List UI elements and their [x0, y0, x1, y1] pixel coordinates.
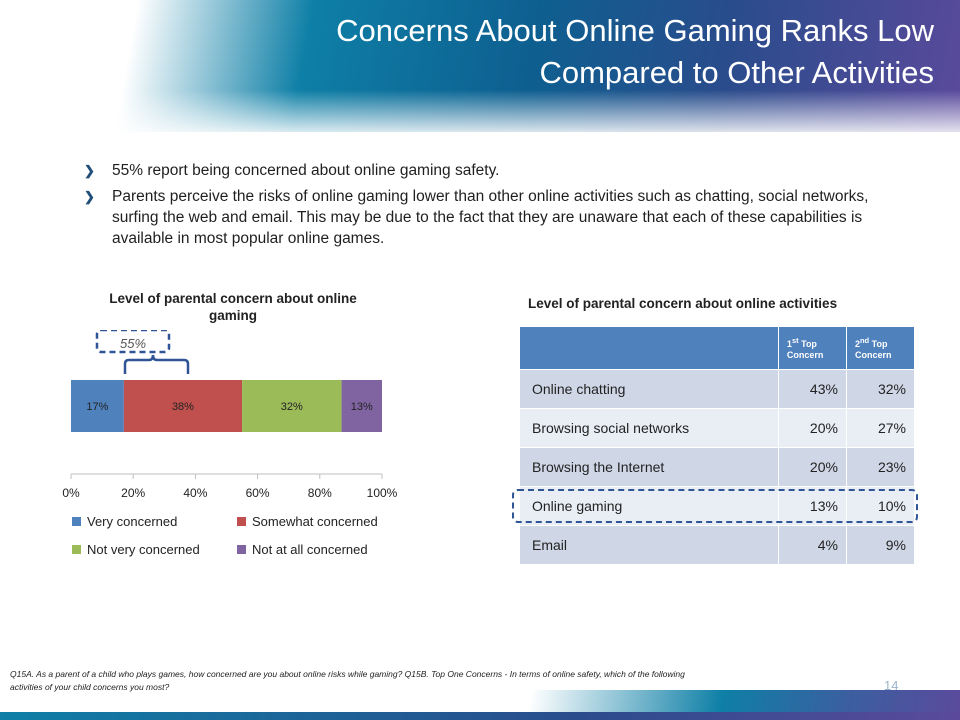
first-concern-cell: 43%: [777, 369, 847, 409]
x-tick-label: 80%: [308, 486, 332, 500]
header-num: 2: [854, 339, 860, 349]
footer-strip: [0, 712, 960, 720]
bar-data-label: 32%: [281, 401, 303, 413]
bar-segment: [123, 380, 243, 432]
header-fade: [0, 90, 960, 140]
table-row: Online chatting 43% 32%: [519, 369, 916, 409]
concern-table: 1st Top Concern 2nd Top Concern Online c…: [519, 326, 916, 565]
slide-title-line-1: Concerns About Online Gaming Ranks Low: [336, 13, 934, 48]
bullet-text: 55% report being concerned about online …: [112, 162, 500, 179]
footnote: Q15A. As a parent of a child who plays g…: [10, 669, 685, 692]
legend-swatch: [237, 517, 246, 526]
header-text: Top Concern: [854, 339, 892, 360]
callout-label: 55%: [120, 336, 146, 351]
activity-cell: Browsing social networks: [519, 408, 779, 448]
table-row: Online gaming 13% 10%: [519, 486, 916, 526]
x-tick-label: 60%: [246, 486, 270, 500]
header-sup: nd: [859, 336, 870, 345]
bar-data-label: 38%: [172, 401, 194, 413]
bar-segment: [242, 380, 342, 432]
bar-segment: [71, 380, 124, 432]
table-header-first: 1st Top Concern: [777, 326, 847, 370]
page-number: 14: [884, 678, 899, 693]
bar-data-label: 13%: [351, 401, 373, 413]
legend-label: Very concerned: [87, 514, 178, 529]
x-tick-label: 100%: [367, 486, 398, 500]
slide-title: Concerns About Online Gaming Ranks Low C…: [174, 10, 934, 94]
bullet-text: Parents perceive the risks of online gam…: [112, 188, 869, 247]
bullet-item: ❯ 55% report being concerned about onlin…: [84, 160, 884, 181]
chevron-right-icon: ❯: [84, 189, 95, 204]
chart-title: Level of parental concern about online g…: [109, 291, 357, 323]
first-concern-cell: 20%: [777, 408, 847, 448]
x-tick-label: 20%: [121, 486, 145, 500]
table-row: Browsing social networks 20% 27%: [519, 408, 916, 448]
table-header-blank: [519, 326, 779, 370]
stacked-bar-chart: 0% 20% 40% 60% 80% 100% 17% 38% 32% 13% 55%: [62, 330, 398, 500]
table-header-row: 1st Top Concern 2nd Top Concern: [519, 326, 916, 370]
table-row: Email 4% 9%: [519, 525, 916, 565]
legend-swatch: [72, 517, 81, 526]
callout-box: [95, 330, 171, 354]
legend-item: Not at all concerned: [237, 542, 368, 557]
second-concern-cell: 9%: [845, 525, 916, 565]
activity-cell: Online chatting: [519, 369, 779, 409]
table-row: Browsing the Internet 20% 23%: [519, 447, 916, 487]
bar-data-label: 17%: [86, 401, 108, 413]
first-concern-cell: 20%: [777, 447, 847, 487]
slide-title-line-2: Compared to Other Activities: [539, 55, 934, 90]
table-header-second: 2nd Top Concern: [845, 326, 916, 370]
chevron-right-icon: ❯: [84, 163, 95, 178]
bar-segment: [341, 380, 382, 432]
activity-cell: Email: [519, 525, 779, 565]
header-num: 1: [786, 339, 792, 349]
callout-bracket: [123, 354, 190, 374]
legend-item: Very concerned: [72, 514, 177, 529]
second-concern-cell: 23%: [845, 447, 916, 487]
bullet-list: ❯ 55% report being concerned about onlin…: [84, 160, 884, 254]
second-concern-cell: 32%: [845, 369, 916, 409]
activity-cell: Online gaming: [519, 486, 779, 526]
x-tick-label: 0%: [62, 486, 80, 500]
legend-swatch: [72, 545, 81, 554]
online-gaming-highlight: [512, 489, 918, 523]
legend-item: Not very concerned: [72, 542, 200, 557]
activity-cell: Browsing the Internet: [519, 447, 779, 487]
legend-item: Somewhat concerned: [237, 514, 378, 529]
legend-label: Not very concerned: [87, 542, 200, 557]
header-sup: st: [791, 336, 799, 345]
first-concern-cell: 4%: [777, 525, 847, 565]
x-tick-label: 40%: [183, 486, 207, 500]
table-title: Level of parental concern about online a…: [528, 296, 838, 311]
second-concern-cell: 10%: [845, 486, 916, 526]
legend-swatch: [237, 545, 246, 554]
legend-label: Somewhat concerned: [252, 514, 378, 529]
legend-label: Not at all concerned: [252, 542, 368, 557]
second-concern-cell: 27%: [845, 408, 916, 448]
bullet-item: ❯ Parents perceive the risks of online g…: [84, 186, 884, 249]
header-text: Top Concern: [786, 339, 824, 360]
